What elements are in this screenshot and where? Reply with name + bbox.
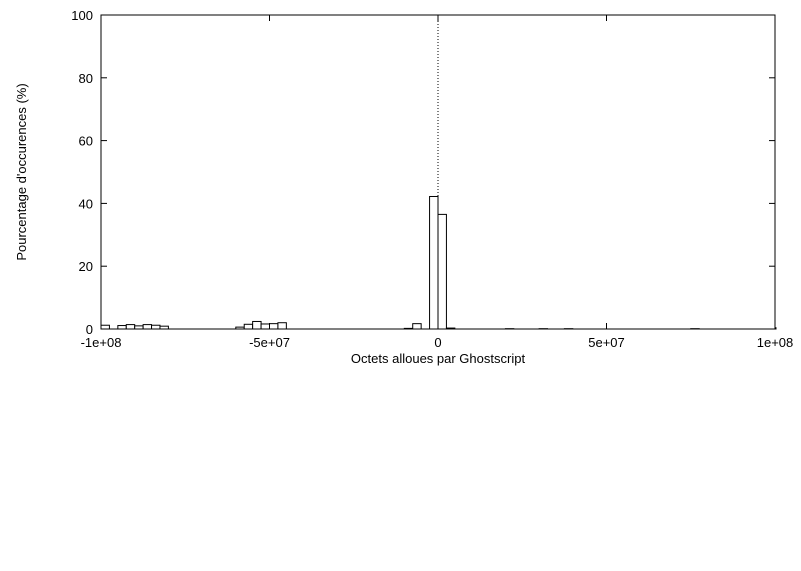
histogram-bar [269, 323, 279, 330]
histogram-bar [117, 325, 127, 330]
histogram-bar [243, 323, 254, 330]
histogram-bar [277, 322, 287, 330]
histogram-bar [429, 195, 439, 330]
y-tick-label: 0 [86, 322, 93, 337]
x-tick-label: -1e+08 [81, 335, 122, 350]
y-tick-label: 100 [71, 8, 93, 23]
histogram-bar [437, 213, 447, 330]
y-tick-label: 80 [79, 71, 93, 86]
histogram-bar [412, 323, 422, 330]
x-axis-ticks: -1e+08 -5e+07 0 5e+07 1e+08 [81, 15, 794, 350]
histogram-bar [100, 324, 110, 330]
x-tick-label: 5e+07 [588, 335, 625, 350]
x-tick-label: 0 [434, 335, 441, 350]
y-tick-label: 60 [79, 134, 93, 149]
y-axis-ticks: 0 20 40 60 80 100 [71, 8, 775, 337]
y-axis-label: Pourcentage d'occurences (%) [14, 83, 29, 260]
y-tick-label: 20 [79, 259, 93, 274]
x-tick-label: -5e+07 [249, 335, 290, 350]
bars-group [100, 195, 777, 330]
histogram-bar [125, 324, 136, 330]
x-tick-label: 1e+08 [757, 335, 794, 350]
histogram-bar [142, 324, 153, 330]
histogram-bar [260, 323, 271, 330]
y-tick-label: 40 [79, 196, 93, 211]
histogram-bar [252, 320, 262, 330]
histogram-bar [151, 324, 161, 330]
x-axis-label: Octets alloues par Ghostscript [351, 351, 526, 366]
